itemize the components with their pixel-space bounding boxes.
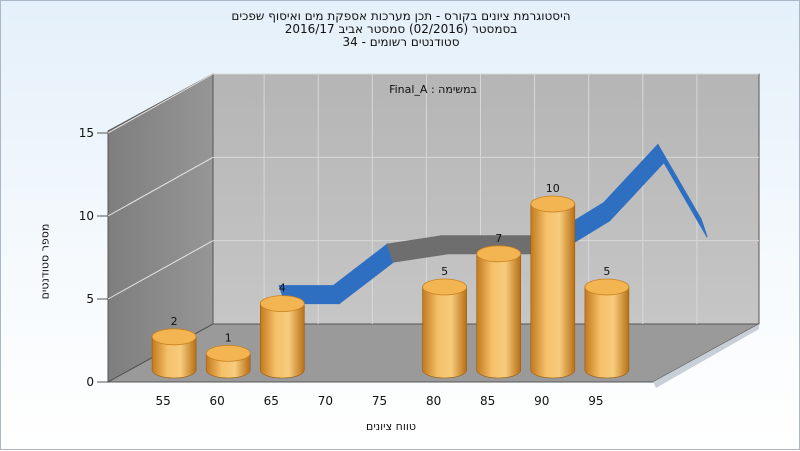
x-tick-label-3: 70 [318,394,333,408]
x-tick-label-8: 95 [588,394,603,408]
bar-label-60: 1 [225,331,232,344]
bar-80: 5 [422,265,468,379]
chart-titles: היסטוגרמת ציונים בקורס - תכן מערכות אספק… [1,10,800,49]
bar-60: 1 [205,331,251,379]
bar-body-90 [530,203,576,379]
bar-top-55 [151,328,197,346]
x-tick-label-0: 55 [155,394,170,408]
x-tick-label-5: 80 [426,394,441,408]
bar-layer: 2 1 4 5 7 10 5 [151,182,630,379]
bar-top-90 [530,195,576,213]
bar-90: 10 [530,182,576,379]
x-tick-label-7: 90 [534,394,549,408]
x-tick-label-6: 85 [480,394,495,408]
chart-annotation: במשימה : Final_A [389,83,477,96]
y-axis-label: מספר סטודנטים [38,223,52,300]
bar-label-65: 4 [279,282,286,295]
bar-95: 5 [584,265,630,379]
x-tick-label-1: 60 [210,394,225,408]
bar-label-55: 2 [171,315,178,328]
bar-body-95 [584,286,630,379]
bar-body-65 [260,303,305,379]
bar-label-95: 5 [603,265,610,278]
y-tick-label-3: 15 [79,126,94,140]
chart-subtitle: בסמסטר (02/2016) סמסטר אביב 2016/17 [284,22,518,36]
bar-55: 2 [151,315,197,379]
bar-top-60 [205,344,251,362]
y-tick-label-0: 0 [86,375,94,389]
gridline-left-2 [107,156,214,217]
right-side [653,324,759,388]
gridline-left-3 [107,73,214,134]
bar-top-85 [476,245,522,263]
y-tick-label-2: 10 [79,209,94,223]
bar-top-80 [422,278,468,296]
bar-85: 7 [476,232,522,379]
y-tick-label-1: 5 [86,292,94,306]
chart-title: היסטוגרמת ציונים בקורס - תכן מערכות אספק… [231,9,571,23]
bar-label-80: 5 [441,265,448,278]
x-tick-label-2: 65 [264,394,279,408]
chart-subtitle-2: סטודנטים רשומים - 34 [342,35,460,49]
bar-label-90: 10 [546,182,560,195]
bar-top-65 [259,295,305,313]
curve-segment-7 [657,144,708,238]
gridline-left-1 [107,240,214,300]
bar-top-95 [584,278,630,296]
bar-body-85 [476,253,521,379]
x-axis-label: טווח ציונים [366,420,416,433]
x-tick-label-4: 75 [372,394,387,408]
bar-body-80 [422,286,467,379]
bar-body-55 [151,336,197,379]
bar-65: 4 [259,282,305,379]
bar-label-85: 7 [495,232,502,245]
